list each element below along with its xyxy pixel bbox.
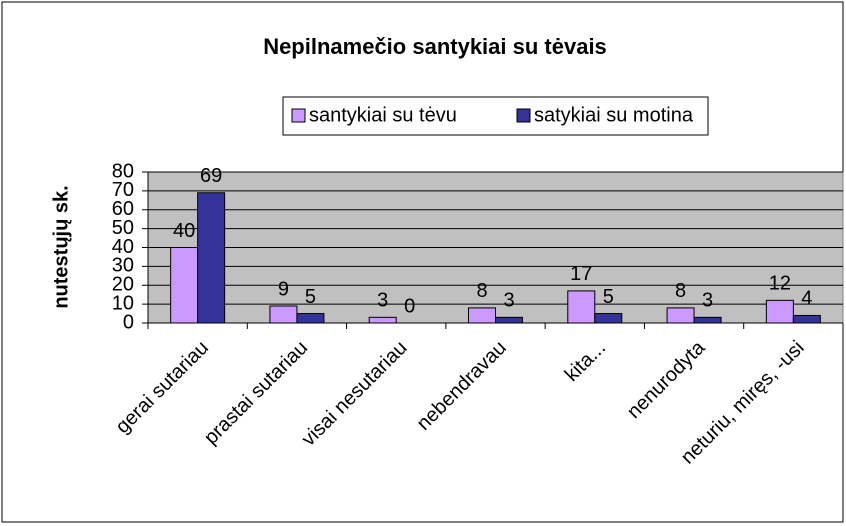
value-label: 3 (503, 290, 514, 312)
y-tick-label: 60 (112, 198, 134, 220)
y-tick-label: 40 (112, 236, 134, 258)
value-label: 17 (570, 263, 592, 285)
y-tick-label: 10 (112, 292, 134, 314)
bar (792, 314, 821, 324)
bar (170, 247, 199, 324)
bar (197, 192, 226, 324)
y-tick-label: 20 (112, 274, 134, 296)
value-label: 12 (769, 273, 791, 295)
chart-title: Nepilnamečio santykiai su tėvais (263, 34, 607, 59)
value-label: 69 (200, 165, 222, 187)
value-label: 3 (377, 290, 388, 312)
value-label: 8 (675, 280, 686, 302)
bar (693, 316, 722, 324)
legend-swatch (516, 108, 531, 123)
y-tick-label: 80 (112, 160, 134, 182)
value-label: 9 (278, 278, 289, 300)
value-label: 40 (173, 220, 195, 242)
y-tick-label: 0 (123, 311, 134, 333)
value-label: 3 (702, 290, 713, 312)
bar (567, 290, 596, 324)
y-axis-label: nutestųjų sk. (50, 185, 72, 308)
bar (765, 299, 794, 324)
value-label: 4 (801, 288, 812, 310)
value-label: 5 (603, 286, 614, 308)
bar (495, 316, 523, 324)
bar (468, 307, 496, 324)
bar (594, 313, 623, 324)
legend-label: satykiai su motina (534, 104, 694, 126)
legend-swatch (291, 108, 306, 123)
y-tick-label: 50 (112, 217, 134, 239)
bar (368, 316, 397, 324)
legend (282, 96, 709, 136)
value-label: 5 (305, 286, 316, 308)
bar (666, 307, 695, 324)
legend-label: santykiai su tėvu (309, 104, 457, 126)
y-tick-label: 30 (112, 255, 134, 277)
y-tick-label: 70 (112, 179, 134, 201)
value-label: 8 (476, 280, 487, 302)
value-label: 0 (404, 295, 415, 317)
bar (269, 305, 298, 324)
bar (296, 313, 325, 324)
